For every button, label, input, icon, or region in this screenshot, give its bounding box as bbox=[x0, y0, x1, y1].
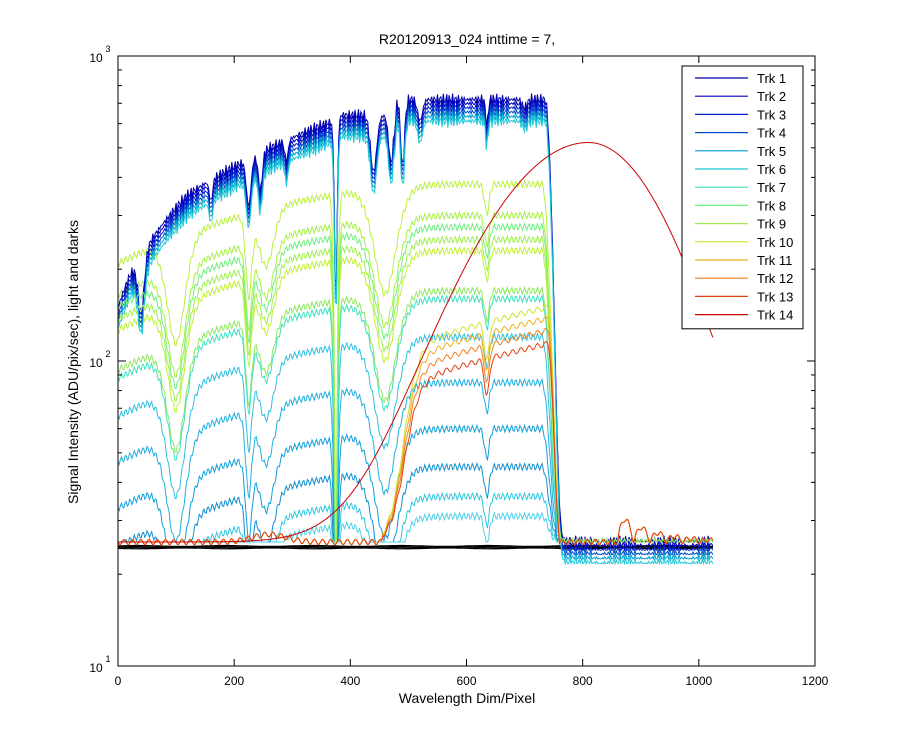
legend-box bbox=[681, 65, 804, 330]
x-axis-label: Wavelength Dim/Pixel bbox=[399, 690, 535, 706]
legend-label: Trk 11 bbox=[757, 253, 792, 268]
series-line bbox=[118, 105, 714, 557]
legend-label: Trk 9 bbox=[757, 217, 786, 232]
y-axis-label: Signal Intensity (ADU/pix/sec), light an… bbox=[65, 220, 81, 504]
legend-label: Trk 13 bbox=[757, 289, 793, 304]
series-line bbox=[118, 97, 714, 548]
series-line bbox=[118, 110, 714, 561]
x-tick-label: 0 bbox=[115, 674, 122, 688]
x-tick-label: 200 bbox=[224, 674, 244, 688]
legend-label: Trk 8 bbox=[757, 198, 786, 213]
legend-label: Trk 10 bbox=[757, 235, 793, 250]
x-tick-label: 1200 bbox=[802, 674, 829, 688]
legend-label: Trk 4 bbox=[757, 126, 786, 141]
series-line bbox=[118, 101, 714, 553]
y-tick-label: 10 bbox=[89, 51, 103, 65]
y-tick-exponent: 3 bbox=[105, 44, 110, 54]
legend-label: Trk 14 bbox=[757, 308, 793, 323]
y-tick-exponent: 1 bbox=[105, 654, 110, 664]
legend-label: Trk 2 bbox=[757, 89, 786, 104]
x-tick-label: 1000 bbox=[685, 674, 712, 688]
legend: Trk 1 Trk 2 Trk 3 Trk 4 Trk 5 Trk 6 Trk 7 Trk 8… bbox=[681, 65, 804, 330]
series-line bbox=[118, 142, 714, 543]
chart-title: R20120913_024 inttime = 7, bbox=[379, 31, 555, 47]
legend-label: Trk 12 bbox=[757, 271, 793, 286]
x-tick-label: 400 bbox=[340, 674, 360, 688]
legend-label: Trk 1 bbox=[757, 71, 786, 86]
x-tick-label: 800 bbox=[573, 674, 593, 688]
y-tick-label: 10 bbox=[89, 661, 103, 675]
legend-label: Trk 3 bbox=[757, 107, 786, 122]
x-tick-label: 600 bbox=[456, 674, 476, 688]
legend-label: Trk 7 bbox=[757, 180, 786, 195]
series-line bbox=[118, 93, 714, 544]
series-line bbox=[118, 114, 714, 566]
y-tick-label: 10 bbox=[89, 356, 103, 370]
series-group bbox=[118, 93, 714, 566]
y-tick-exponent: 2 bbox=[105, 349, 110, 359]
legend-label: Trk 5 bbox=[757, 144, 786, 159]
legend-label: Trk 6 bbox=[757, 162, 786, 177]
